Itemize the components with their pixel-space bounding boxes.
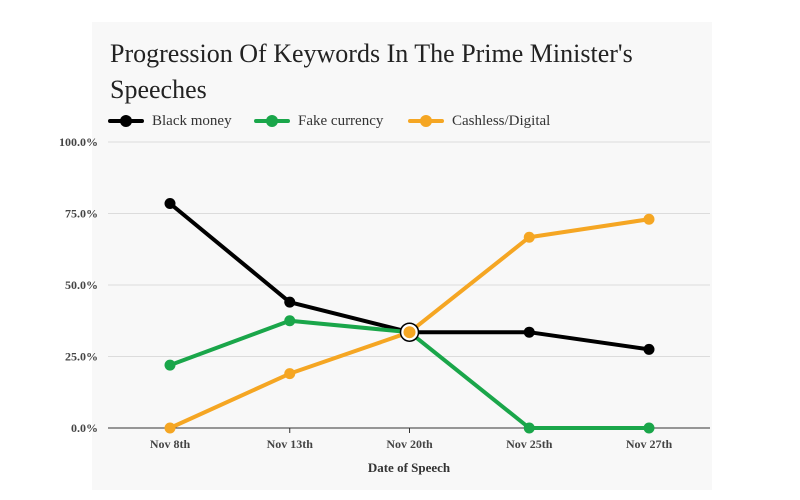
legend-swatch-cashless-digital (408, 114, 444, 128)
data-point[interactable] (643, 422, 655, 434)
x-tick-label: Nov 27th (626, 437, 673, 451)
legend-swatch-dot (266, 115, 278, 127)
data-point[interactable] (523, 422, 535, 434)
legend-swatch-fake-currency (254, 114, 290, 128)
data-point[interactable] (284, 368, 296, 380)
x-tick-label: Nov 25th (506, 437, 553, 451)
data-point[interactable] (643, 343, 655, 355)
legend-label-cashless-digital: Cashless/Digital (452, 112, 551, 129)
x-axis-title: Date of Speech (368, 460, 451, 475)
data-point[interactable] (284, 315, 296, 327)
data-point[interactable] (284, 296, 296, 308)
legend-label-fake-currency: Fake currency (298, 112, 384, 129)
legend-item-fake-currency[interactable]: Fake currency (254, 110, 383, 132)
data-point[interactable] (643, 213, 655, 225)
chart-panel (92, 22, 712, 490)
legend-item-black-money[interactable]: Black money (108, 110, 232, 132)
data-point[interactable] (523, 326, 535, 338)
legend-item-cashless-digital[interactable]: Cashless/Digital (408, 110, 550, 132)
data-point[interactable] (164, 422, 176, 434)
y-tick-label: 50.0% (65, 278, 98, 292)
highlight-point[interactable] (403, 326, 416, 339)
y-tick-label: 75.0% (65, 207, 98, 221)
y-tick-label: 100.0% (59, 135, 98, 149)
legend-swatch-dot (420, 115, 432, 127)
x-tick-label: Nov 13th (267, 437, 314, 451)
legend-swatch-black-money (108, 114, 144, 128)
legend-swatch-dot (120, 115, 132, 127)
data-point[interactable] (523, 231, 535, 243)
legend-label-black-money: Black money (152, 112, 232, 129)
x-tick-label: Nov 20th (386, 437, 433, 451)
y-tick-label: 0.0% (71, 421, 98, 435)
y-tick-label: 25.0% (65, 350, 98, 364)
x-tick-label: Nov 8th (150, 437, 191, 451)
chart-title: Progression Of Keywords In The Prime Min… (110, 39, 633, 104)
data-point[interactable] (164, 197, 176, 209)
data-point[interactable] (164, 359, 176, 371)
